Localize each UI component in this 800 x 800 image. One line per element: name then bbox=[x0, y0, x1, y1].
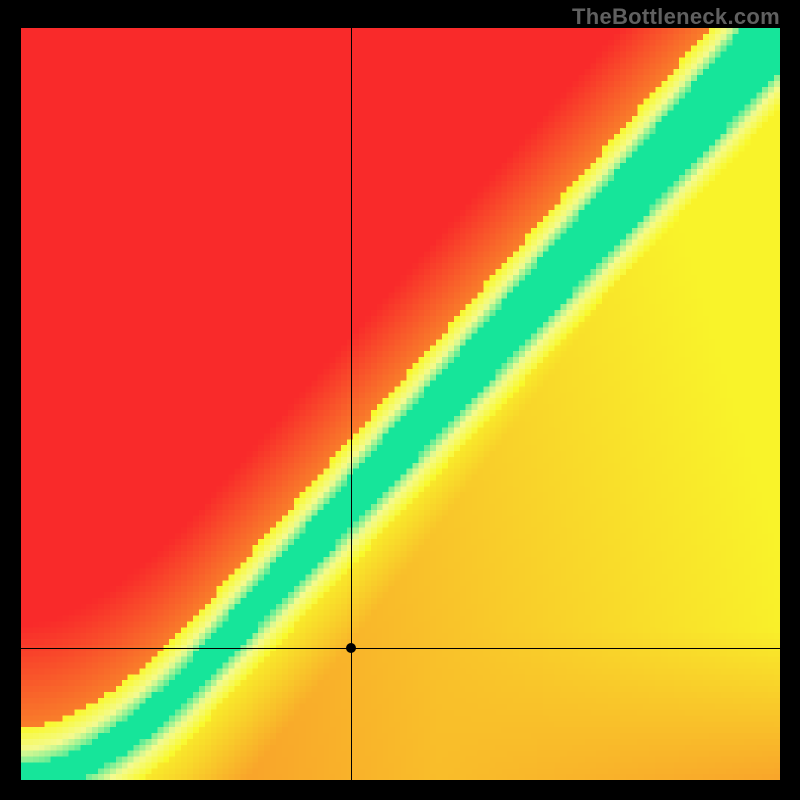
watermark-text: TheBottleneck.com bbox=[572, 4, 780, 30]
bottleneck-heatmap bbox=[21, 28, 780, 780]
crosshair-vertical bbox=[351, 28, 352, 780]
crosshair-horizontal bbox=[21, 648, 780, 649]
chart-container: TheBottleneck.com bbox=[0, 0, 800, 800]
